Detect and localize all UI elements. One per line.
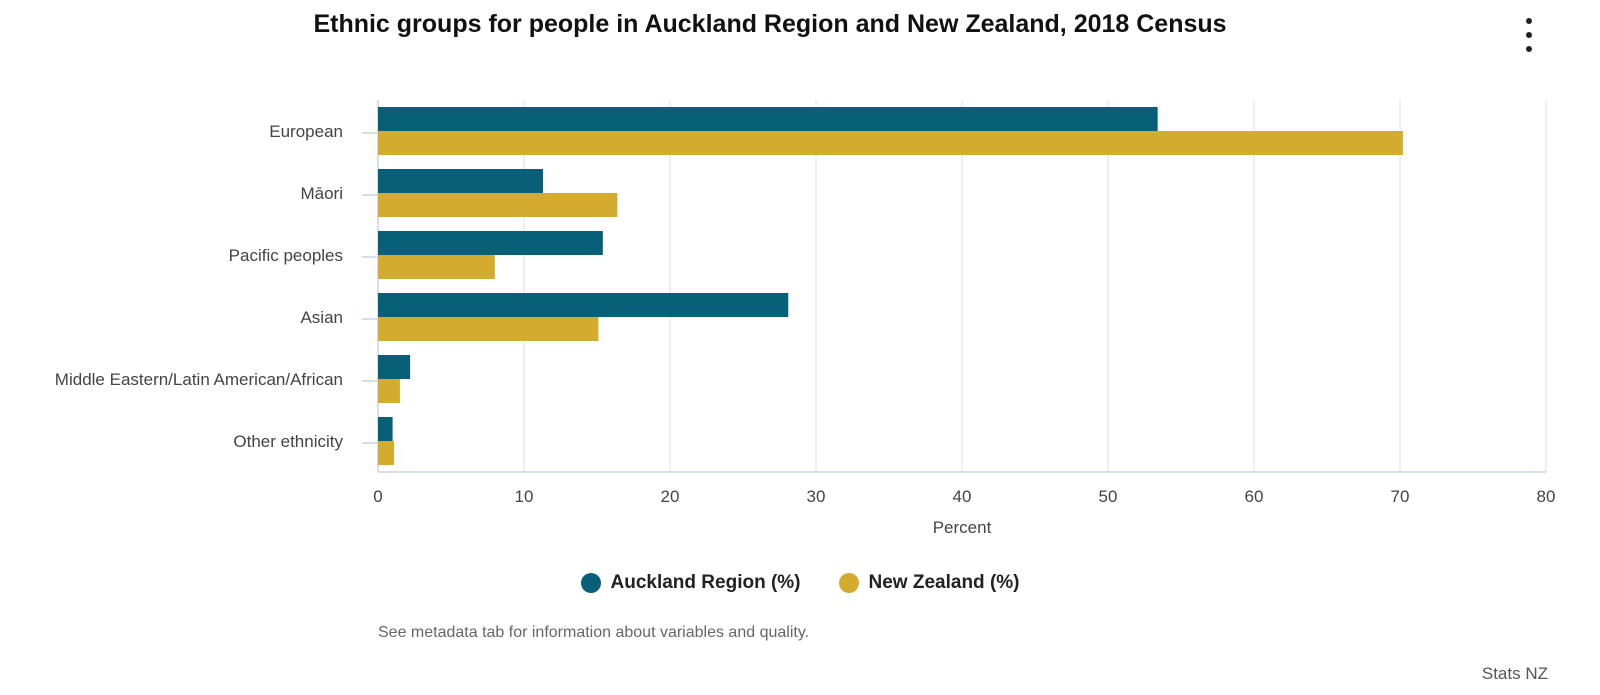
x-tick-label: 60 [1245,487,1264,506]
x-tick-label: 40 [953,487,972,506]
bar-new-zealand [378,255,495,279]
legend-label-auckland: Auckland Region (%) [610,572,801,593]
chart-title: Ethnic groups for people in Auckland Reg… [313,10,1227,38]
bar-new-zealand [378,379,400,403]
x-tick-label: 20 [661,487,680,506]
category-label: Māori [300,184,343,203]
x-axis-title: Percent [933,518,992,537]
source-credit: Stats NZ [1481,664,1548,683]
bar-new-zealand [378,131,1403,155]
bar-auckland [378,107,1158,131]
bar-new-zealand [378,193,618,217]
legend-label-new-zealand: New Zealand (%) [868,572,1020,593]
chart-legend: Auckland Region (%) New Zealand (%) [0,572,1600,594]
bar-chart: 0 10 20 30 40 50 60 70 80 European Māori Pacific pe… [55,100,1556,537]
bar-auckland [378,417,393,441]
legend-item-auckland[interactable]: Auckland Region (%) [580,572,801,594]
category-label: European [269,122,343,141]
bar-new-zealand [378,441,395,465]
metadata-footnote: See metadata tab for information about v… [378,624,810,641]
bar-new-zealand [378,317,599,341]
x-tick-label: 0 [373,487,382,506]
menu-dot [1526,32,1532,38]
category-label: Other ethnicity [233,432,343,451]
x-tick-label: 10 [515,487,534,506]
category-label: Middle Eastern/Latin American/African [55,370,343,389]
bar-auckland [378,231,603,255]
x-tick-label: 80 [1537,487,1556,506]
x-tick-label: 30 [807,487,826,506]
category-label: Asian [300,308,343,327]
category-label: Pacific peoples [229,246,343,265]
x-tick-label: 50 [1099,487,1118,506]
legend-item-new-zealand[interactable]: New Zealand (%) [838,572,1020,594]
legend-swatch-auckland [580,573,601,593]
bar-auckland [378,355,411,379]
more-vertical-icon [1526,18,1532,24]
bar-auckland [378,169,543,193]
bar-auckland [378,293,789,317]
legend-swatch-new-zealand [838,573,859,593]
menu-dot [1526,46,1532,52]
chart-menu-button[interactable] [1522,18,1536,52]
x-tick-label: 70 [1391,487,1410,506]
